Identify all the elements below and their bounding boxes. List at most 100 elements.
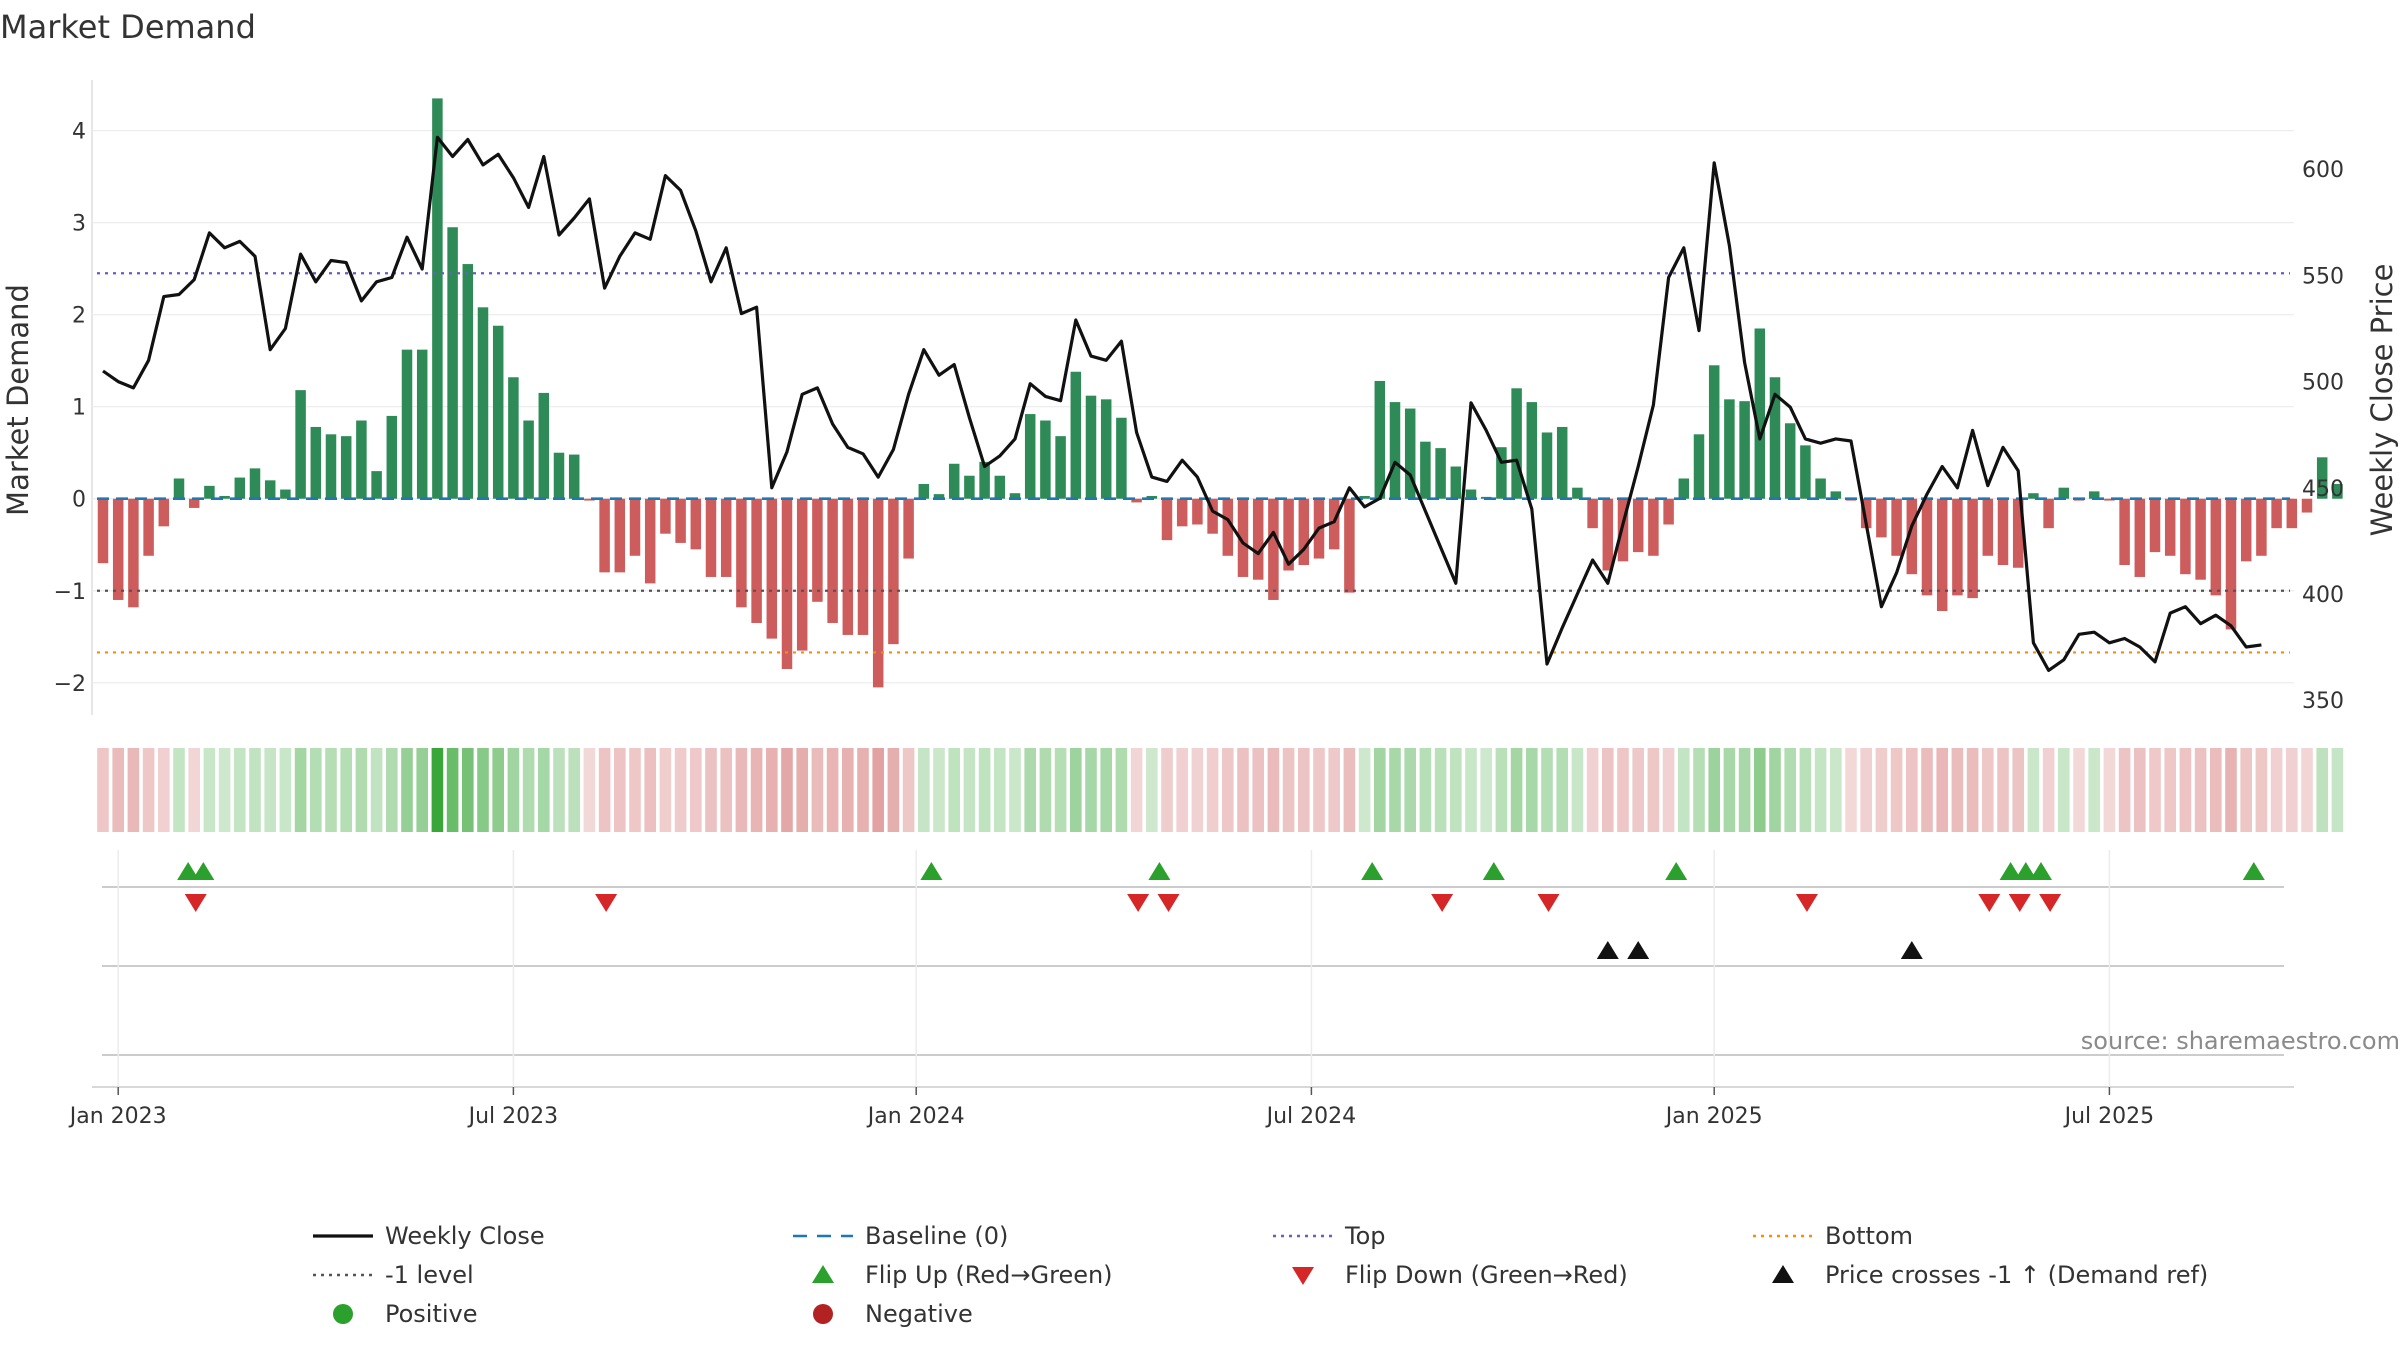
heat-cell: [2270, 748, 2283, 832]
heat-cell: [1921, 748, 1933, 832]
heat-cell: [614, 748, 626, 832]
negative-bar: [812, 498, 823, 602]
heat-cell: [781, 748, 793, 832]
left-tick-label: −1: [54, 580, 86, 605]
legend-item: -1 level: [313, 1261, 474, 1289]
positive-bar: [1526, 402, 1538, 499]
negative-bar: [2104, 498, 2115, 501]
negative-bar: [1648, 498, 1659, 556]
signal-strips: Jan 2023 Jul 2023 Jan 2024 Jul 2024 Jan 2025…: [68, 850, 2294, 1129]
positive-bar: [1435, 448, 1446, 499]
left-tick-label: 0: [72, 488, 86, 513]
flip-up-marker: [1999, 862, 2022, 880]
heat-cell: [1632, 748, 1644, 832]
heat-cell: [735, 748, 748, 832]
heat-cell: [1875, 748, 1888, 832]
negative-bar: [158, 498, 170, 527]
positive-bar: [1450, 466, 1462, 499]
flip-down-marker: [1431, 894, 1454, 912]
main-plot-area: 4 3 2 1 0 −1 −2 600 550 500 450 400 350: [54, 80, 2344, 715]
heat-cell: [1951, 748, 1964, 832]
positive-bar: [568, 454, 580, 499]
heat-cell: [963, 748, 976, 832]
positive-bar: [1420, 441, 1431, 499]
negative-bar: [2256, 498, 2267, 556]
heat-cell: [2164, 748, 2176, 832]
positive-bar: [477, 307, 489, 499]
positive-bar: [1024, 414, 1036, 499]
positive-bar: [1055, 436, 1066, 499]
heat-cell: [1054, 748, 1067, 832]
positive-bar: [1572, 487, 1583, 499]
negative-bar: [903, 498, 914, 559]
heat-cell: [2103, 748, 2116, 832]
heat-cell: [1997, 748, 2009, 832]
negative-bar: [112, 498, 124, 600]
heat-cell: [1602, 748, 1614, 832]
heat-cell: [629, 748, 641, 832]
heat-cell: [1708, 748, 1720, 832]
heat-cell: [1510, 748, 1523, 832]
weekly-close-line: [102, 135, 2262, 673]
heat-cell: [492, 748, 504, 832]
heat-cell: [857, 748, 869, 832]
legend-item: Top: [1273, 1222, 1386, 1250]
negative-bar: [2149, 498, 2161, 553]
heat-cell: [2255, 748, 2268, 832]
positive-bar: [1146, 495, 1158, 499]
legend-label: Positive: [385, 1300, 478, 1328]
heat-cell: [1541, 748, 1553, 832]
flip-down-marker: [595, 894, 618, 912]
negative-bar: [1876, 498, 1887, 538]
heat-cell: [1374, 748, 1386, 832]
source-credit: source: sharemaestro.com: [2081, 1027, 2400, 1055]
positive-bar: [979, 461, 990, 499]
positive-bar: [204, 485, 215, 499]
positive-bar: [918, 484, 930, 499]
demand-heat-strip: [97, 748, 2344, 832]
heat-cell: [416, 748, 428, 832]
positive-bar: [295, 390, 306, 499]
negative-bar: [2225, 498, 2237, 630]
negative-bar: [1891, 498, 1902, 556]
positive-bar: [553, 452, 565, 499]
heat-cell: [1799, 748, 1812, 832]
negative-bar: [1344, 498, 1355, 593]
heat-cell: [2225, 748, 2237, 832]
legend-item: Flip Down (Green→Red): [1292, 1261, 1628, 1289]
x-tick-label: Jul 2025: [2063, 1104, 2155, 1129]
negative-bar: [1328, 498, 1340, 550]
heat-cell: [1130, 748, 1143, 832]
legend-swatch-triangle-up: [812, 1265, 834, 1283]
left-tick-label: −2: [54, 672, 86, 697]
negative-bar: [1952, 498, 1963, 596]
positive-bar: [447, 227, 458, 499]
positive-bar: [1496, 447, 1507, 499]
heat-cell: [1830, 748, 1842, 832]
heat-cell: [2012, 748, 2024, 832]
heat-cell: [218, 748, 231, 832]
heat-cell: [1252, 748, 1264, 832]
negative-bar: [1207, 498, 1218, 534]
heat-cell: [2316, 748, 2328, 832]
positive-bar: [1511, 388, 1522, 499]
heat-cell: [978, 748, 991, 832]
heat-cell: [127, 748, 140, 832]
positive-bar: [523, 420, 534, 499]
legend-swatch-triangle-up: [1772, 1265, 1794, 1283]
heat-cell: [766, 748, 778, 832]
negative-bar: [736, 498, 747, 608]
heat-cell: [583, 748, 596, 832]
flip-down-marker: [1978, 894, 2001, 912]
heat-cell: [401, 748, 413, 832]
heat-cell: [690, 748, 702, 832]
heat-cell: [1617, 748, 1629, 832]
legend-item: Price crosses -1 ↑ (Demand ref): [1772, 1261, 2208, 1289]
positive-bar: [2028, 493, 2039, 499]
negative-bar: [188, 498, 200, 508]
heat-cell: [1586, 748, 1599, 832]
heat-cell: [264, 748, 276, 832]
heat-cell: [1754, 748, 1766, 832]
positive-bar: [1754, 328, 1766, 499]
flip-down-marker: [1127, 894, 1150, 912]
